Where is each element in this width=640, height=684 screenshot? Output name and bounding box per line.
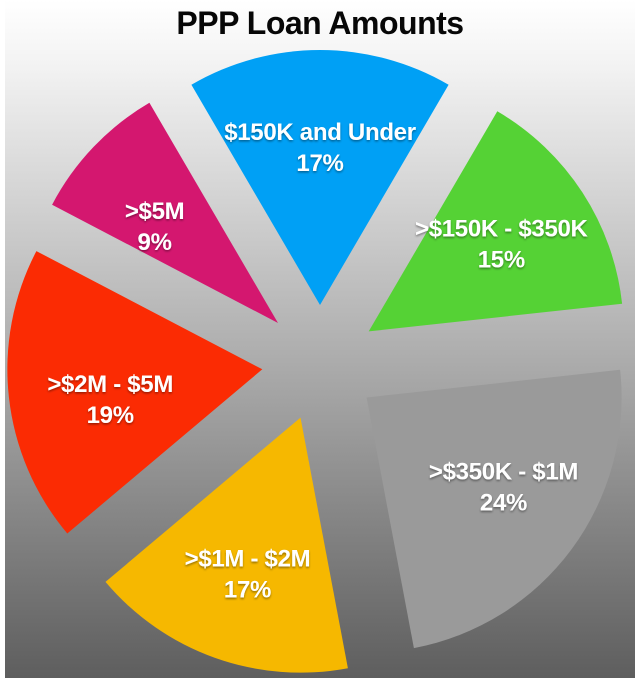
pie-slice-label-5: >$2M - $5M 19% [47,371,173,429]
slice-category-label: $150K and Under [224,119,416,146]
pie-slice-label-4: >$1M - $2M 17% [185,546,311,604]
slice-percentage-label: 15% [478,246,525,273]
slice-percentage-label: 19% [87,402,134,429]
pie-slice-2 [368,111,623,332]
slice-category-label: >$350K - $1M [429,459,578,486]
pie-slice-5 [7,251,263,534]
slice-category-label: >$150K - $350K [415,215,589,242]
pie-slice-label-3: >$350K - $1M 24% [429,459,578,517]
pie-slice-label-6: >$5M 9% [125,198,185,256]
pie-slice-label-2: >$150K - $350K 15% [415,215,589,273]
slice-percentage-label: 24% [480,490,527,517]
slice-category-label: >$2M - $5M [47,371,173,398]
slice-percentage-label: 17% [296,150,343,177]
pie-slice-3 [366,369,622,649]
slice-category-label: >$5M [125,198,185,225]
chart-title: PPP Loan Amounts [176,5,464,41]
slice-percentage-label: 17% [224,577,271,604]
pie-slice-6 [52,102,278,323]
slice-percentage-label: 9% [138,229,172,256]
pie-slice-4 [105,417,348,673]
pie-slice-1 [191,49,449,305]
slice-category-label: >$1M - $2M [185,546,311,573]
pie-slice-label-1: $150K and Under 17% [224,119,416,177]
